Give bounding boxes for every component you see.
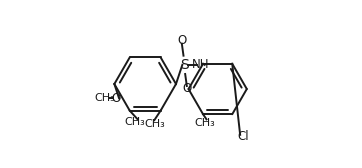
Text: Cl: Cl xyxy=(238,130,249,143)
Text: O: O xyxy=(182,82,191,95)
Text: CH₃: CH₃ xyxy=(145,119,165,129)
Text: O: O xyxy=(177,34,186,47)
Text: CH₃: CH₃ xyxy=(124,117,145,127)
Text: CH₃: CH₃ xyxy=(95,93,115,103)
Text: NH: NH xyxy=(192,58,210,71)
Text: S: S xyxy=(180,58,189,72)
Text: O: O xyxy=(111,92,121,105)
Text: CH₃: CH₃ xyxy=(195,118,215,128)
